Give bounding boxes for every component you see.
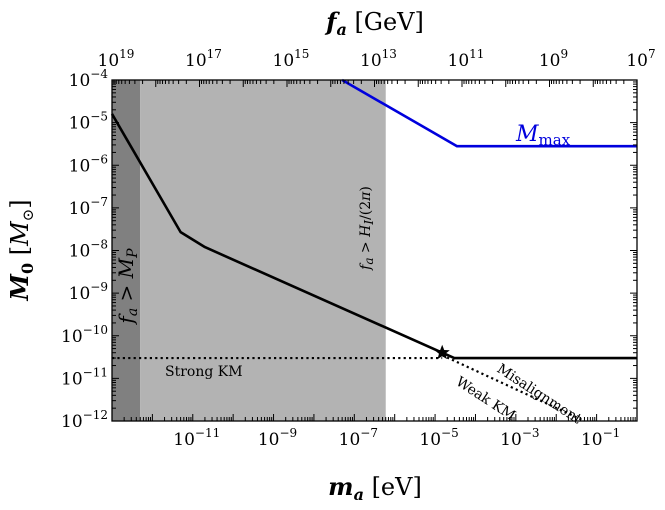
shaded-regions — [112, 80, 386, 421]
y-tick-label: 10−7 — [69, 195, 108, 219]
series-line-2 — [110, 113, 637, 360]
x-tick-label: 10−9 — [258, 426, 297, 450]
series-line-4 — [441, 354, 585, 422]
x-axis-title: ma [eV] — [328, 472, 422, 504]
top-tick-label: 1015 — [273, 47, 310, 71]
y-tick-label: 10−8 — [69, 238, 108, 262]
strong-km-label: Strong KM — [165, 364, 243, 380]
y-tick-label: 10−11 — [61, 365, 108, 389]
axis-tick-labels: 10−11 10−9 10−7 10−5 10−3 10−1 10−4 10−5 10−6 10−… — [61, 47, 656, 450]
top-tick-label: 1019 — [98, 47, 135, 71]
svg-text:fa > HI/(2π): fa > HI/(2π) — [358, 186, 376, 271]
y-axis-title: M0 [M⊙] — [5, 199, 37, 301]
x-tick-label: 10−3 — [500, 426, 539, 450]
y-tick-label: 10−5 — [69, 110, 108, 134]
svg-text:fa [GeV]: fa [GeV] — [324, 7, 424, 39]
data-series — [110, 78, 637, 422]
top-tick-label: 1013 — [360, 47, 397, 71]
svg-text:M0 [M⊙]: M0 [M⊙] — [5, 199, 37, 301]
x-tick-label: 10−7 — [339, 426, 378, 450]
svg-text:ma [eV]: ma [eV] — [328, 472, 422, 504]
axis-ticks — [111, 79, 638, 422]
top-axis-title: fa [GeV] — [324, 7, 424, 39]
series-line-1 — [341, 78, 637, 148]
y-tick-label: 10−9 — [69, 280, 108, 304]
top-tick-label: 1017 — [185, 47, 222, 71]
svg-text:Mmax: Mmax — [515, 122, 571, 149]
x-tick-label: 10−11 — [173, 426, 220, 450]
region-mp-label: fa > MP — [114, 248, 141, 326]
svg-text:fa > MP: fa > MP — [114, 248, 141, 326]
x-tick-label: 10−5 — [419, 426, 458, 450]
star-marker — [434, 344, 450, 360]
x-tick-label: 10−1 — [581, 426, 620, 450]
y-tick-label: 10−4 — [69, 67, 109, 91]
y-tick-label: 10−12 — [61, 408, 108, 432]
y-tick-label: 10−6 — [69, 152, 108, 176]
top-tick-label: 109 — [539, 47, 568, 71]
top-tick-label: 107 — [626, 47, 655, 71]
region-hi-label: fa > HI/(2π) — [358, 186, 376, 271]
shaded-region-2 — [140, 80, 386, 421]
mmax-label: Mmax — [515, 122, 571, 149]
top-tick-label: 1011 — [448, 47, 485, 71]
y-tick-label: 10−10 — [61, 323, 108, 347]
